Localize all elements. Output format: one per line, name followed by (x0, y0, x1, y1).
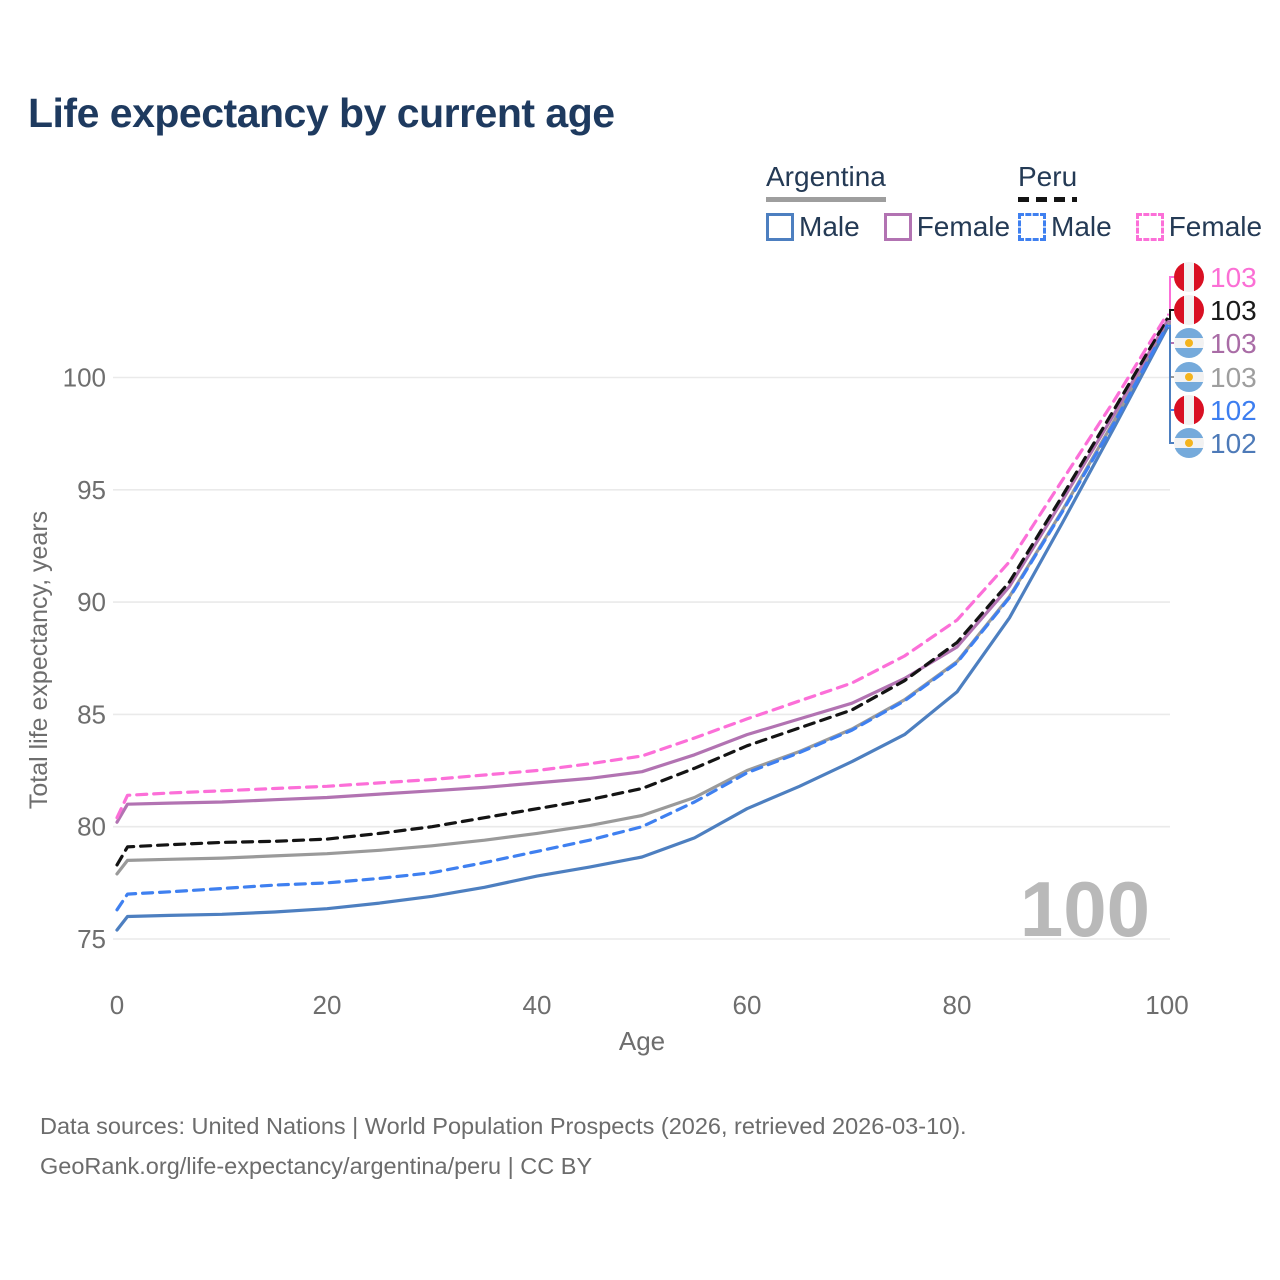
source-attribution: Data sources: United Nations | World Pop… (40, 1106, 967, 1186)
license-line: GeoRank.org/life-expectancy/argentina/pe… (40, 1153, 593, 1179)
legend-item-argentina-male: Male (766, 211, 860, 243)
flag-icon-argentina (1174, 428, 1204, 458)
flag-icon-peru (1174, 395, 1204, 425)
end-value-label-peru-male: 102 (1210, 395, 1257, 426)
x-axis-title: Age (619, 1026, 665, 1056)
legend-header-argentina: Argentina (766, 161, 886, 202)
legend-swatch-argentina-male (766, 213, 794, 241)
y-tick-label-90: 90 (77, 587, 106, 617)
y-tick-label-80: 80 (77, 812, 106, 842)
series-line-peru-female (115, 313, 1169, 820)
x-tick-label-80: 80 (943, 990, 972, 1020)
end-value-label-argentina-male: 102 (1210, 428, 1257, 459)
series-line-argentina-male (115, 326, 1169, 932)
legend-swatch-peru-female (1135, 213, 1164, 241)
legend-header-peru: Peru (1018, 161, 1078, 202)
legend-label-peru-male: Male (1051, 211, 1112, 242)
flag-icon-argentina (1174, 362, 1204, 392)
x-tick-label-100: 100 (1145, 990, 1188, 1020)
end-value-label-argentina-both-sexes-: 103 (1210, 362, 1257, 393)
y-tick-label-95: 95 (77, 475, 106, 505)
legend-item-peru-male: Male (1018, 211, 1112, 243)
legend-item-argentina-female: Female (883, 211, 1011, 243)
end-value-label-peru-female: 103 (1210, 262, 1257, 293)
legend-underline-argentina (766, 197, 886, 202)
flag-icon-argentina (1174, 328, 1204, 358)
legend-header-peru-label: Peru (1018, 161, 1078, 192)
y-axis-title: Total life expectancy, years (25, 511, 53, 809)
series-line-peru-male (115, 324, 1169, 912)
legend-swatch-peru-male (1018, 213, 1046, 241)
flag-icon-peru (1174, 262, 1204, 292)
sun-of-may-icon (1185, 439, 1193, 447)
legend-label-argentina-male: Male (799, 211, 860, 242)
leader-line-peru-both-sexes- (1167, 309, 1174, 321)
legend-label-peru-female: Female (1168, 211, 1263, 242)
legend-group-peru: Peru Male Female (1018, 161, 1262, 243)
legend-header-argentina-label: Argentina (766, 161, 886, 192)
end-value-label-peru-both-sexes-: 103 (1210, 295, 1257, 326)
legend-underline-peru (1018, 197, 1078, 202)
end-value-label-argentina-female: 103 (1210, 328, 1257, 359)
sun-of-may-icon (1185, 339, 1193, 347)
flag-icon-peru (1174, 295, 1204, 325)
leader-line-argentina-male (1167, 327, 1174, 444)
legend-label-argentina-female: Female (916, 211, 1011, 242)
data-sources-line: Data sources: United Nations | World Pop… (40, 1113, 967, 1139)
page-title: Life expectancy by current age (28, 90, 615, 136)
y-tick-label-85: 85 (77, 699, 106, 729)
sun-of-may-icon (1185, 373, 1193, 381)
legend-group-argentina: Argentina Male Female (766, 161, 1010, 243)
leader-line-peru-female (1167, 276, 1174, 316)
age-counter-watermark: 100 (1020, 865, 1150, 953)
x-tick-label-0: 0 (110, 990, 124, 1020)
legend-swatch-argentina-female (883, 213, 912, 241)
y-tick-label-100: 100 (63, 363, 106, 393)
x-tick-label-40: 40 (523, 990, 552, 1020)
series-line-argentina-female (115, 319, 1169, 824)
y-tick-label-75: 75 (77, 924, 106, 954)
x-tick-label-60: 60 (733, 990, 762, 1020)
series-line-peru-both-sexes- (115, 317, 1169, 867)
x-tick-label-20: 20 (313, 990, 342, 1020)
legend-item-peru-female: Female (1135, 211, 1263, 243)
